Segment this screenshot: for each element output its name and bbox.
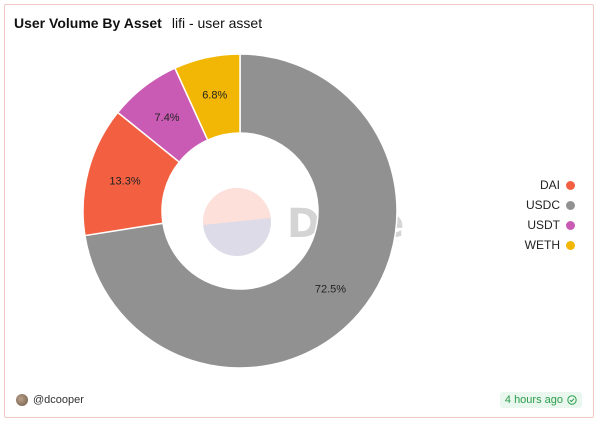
legend-item-dai[interactable]: DAI (540, 177, 575, 193)
legend-label: WETH (524, 238, 560, 252)
slice-label-usdt: 7.4% (155, 112, 180, 124)
slices-group (82, 53, 398, 369)
legend-item-weth[interactable]: WETH (525, 237, 575, 253)
legend-item-usdc[interactable]: USDC (526, 197, 575, 213)
chart-subtitle: lifi - user asset (171, 15, 263, 31)
slice-label-weth: 6.8% (202, 90, 227, 102)
legend-swatch (566, 200, 575, 210)
chart-card: User Volume By Asset lifi - user asset D… (4, 4, 594, 418)
legend-label: DAI (539, 178, 560, 192)
chart-legend: DAI USDC USDT WETH (525, 177, 575, 253)
check-circle-icon (567, 395, 577, 405)
slice-label-usdc: 72.5% (315, 283, 346, 295)
user-avatar-icon (16, 394, 28, 406)
legend-label: USDC (525, 198, 560, 212)
legend-swatch (566, 180, 575, 190)
legend-swatch (566, 220, 575, 230)
slice-label-dai: 13.3% (109, 175, 140, 187)
author-info[interactable]: @dcooper (16, 394, 84, 406)
slice-usdc[interactable] (84, 53, 398, 369)
chart-header: User Volume By Asset lifi - user asset (14, 15, 262, 31)
slice-labels-group: 72.5% 13.3% 7.4% 6.8% (109, 90, 346, 296)
chart-title[interactable]: User Volume By Asset (14, 15, 162, 31)
donut-chart: Dune 72.5%13.3%7.4%6.8% (82, 53, 404, 369)
legend-swatch (566, 240, 575, 250)
updated-badge: 4 hours ago (499, 392, 582, 408)
updated-time: 4 hours ago (504, 394, 563, 406)
legend-label: USDT (527, 218, 560, 232)
author-name[interactable]: @dcooper (33, 394, 84, 406)
watermark-logo-upper (203, 188, 271, 225)
legend-item-usdt[interactable]: USDT (527, 217, 575, 233)
slice-weth[interactable] (173, 53, 241, 142)
